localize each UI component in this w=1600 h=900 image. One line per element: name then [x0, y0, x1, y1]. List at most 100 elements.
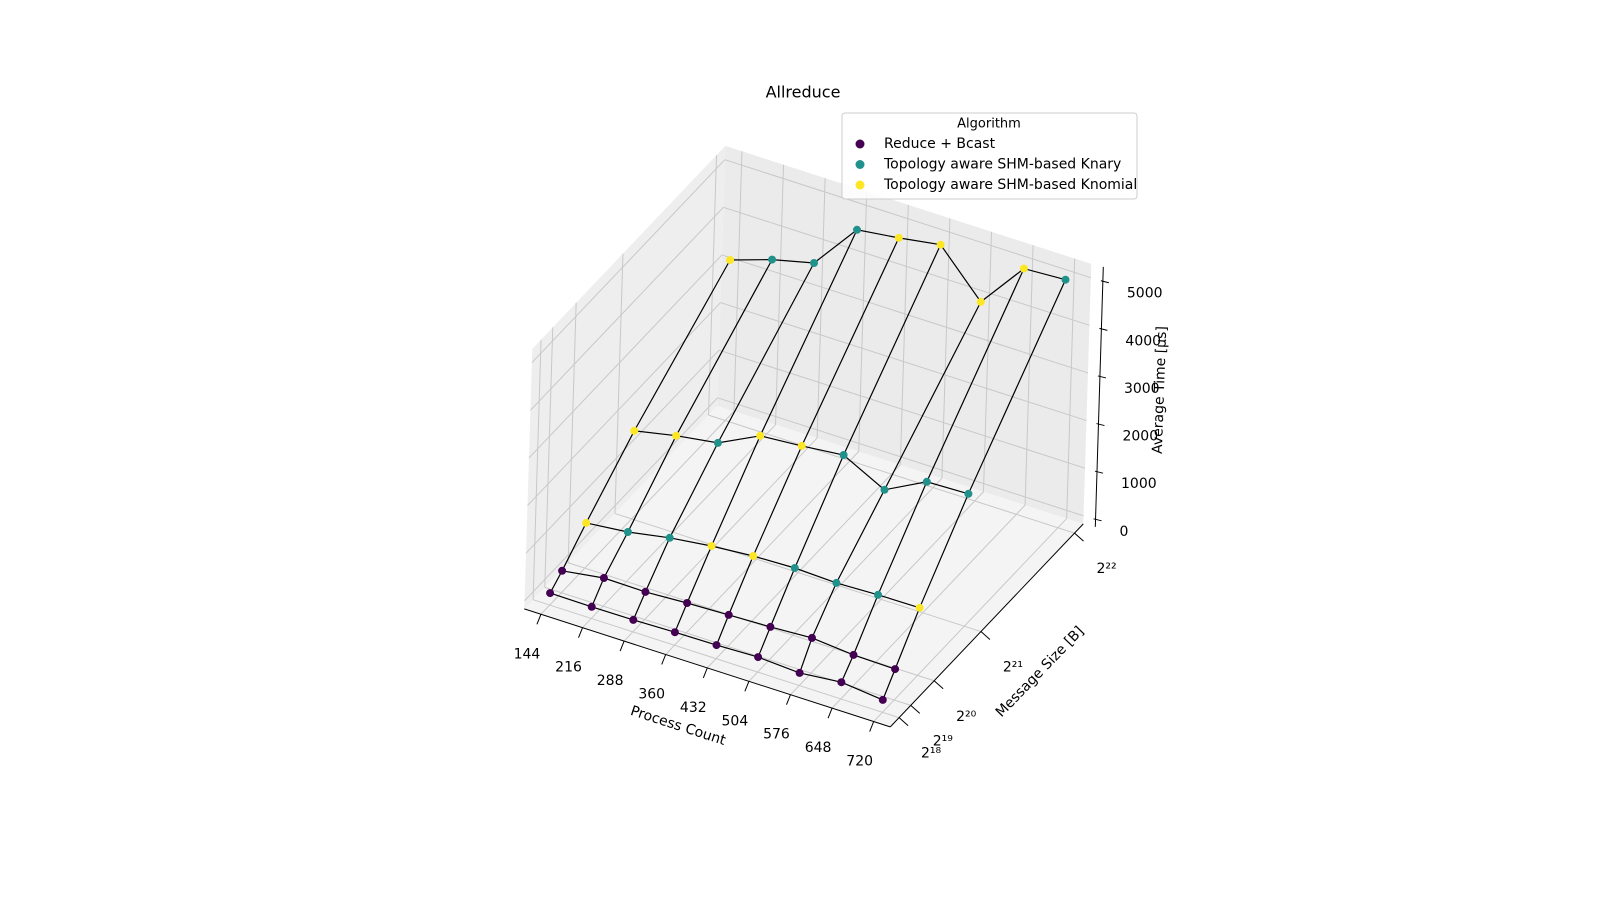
points: [546, 225, 1070, 704]
data-point: [726, 256, 735, 264]
data-point: [670, 628, 679, 637]
chart-title: Allreduce: [766, 83, 841, 102]
grid-line: [1024, 245, 1034, 506]
grid-line: [528, 254, 723, 459]
tick-mark: [661, 654, 667, 665]
data-point: [964, 489, 973, 498]
tick-mark: [744, 681, 750, 692]
grid-line: [623, 437, 818, 642]
x-tick-label: 216: [555, 660, 582, 676]
data-point: [797, 441, 806, 450]
data-point: [1019, 264, 1028, 273]
grid-line: [873, 518, 1068, 722]
data-point: [707, 542, 716, 550]
grid-line: [532, 599, 900, 719]
grid-line: [723, 206, 1090, 326]
data-point: [849, 650, 858, 659]
data-point: [756, 431, 765, 440]
tick-mark: [980, 631, 991, 640]
grid-line: [717, 397, 1084, 517]
data-point: [712, 641, 721, 650]
y-tick-label: 2²⁰: [956, 709, 977, 725]
z-tick-label: 0: [1120, 524, 1129, 540]
data-point: [837, 678, 846, 687]
tick-mark: [898, 717, 909, 727]
x-tick-label: 360: [638, 686, 665, 702]
z-tick-label: 3000: [1124, 381, 1160, 397]
x-axis-line: [524, 608, 891, 728]
data-point: [629, 615, 638, 624]
grid-line: [721, 254, 1089, 374]
grid-line: [724, 159, 1092, 279]
y-tick-label: 2²²: [1096, 561, 1116, 577]
data-point: [1061, 275, 1070, 284]
tick-mark: [869, 721, 875, 732]
tick-mark: [578, 627, 583, 638]
legend-marker: [855, 139, 865, 149]
data-point: [894, 233, 903, 242]
data-point: [976, 297, 985, 306]
tick-mark: [1097, 375, 1107, 379]
legend-label: Topology aware SHM-based Knary: [883, 157, 1121, 173]
y-axis-line: [889, 523, 1084, 728]
legend-title: Algorithm: [957, 117, 1021, 132]
x-tick-label: 576: [763, 727, 790, 743]
grid-line: [614, 253, 624, 514]
data-point: [853, 225, 861, 234]
grid-line: [941, 218, 951, 479]
data-point: [878, 695, 887, 704]
z-axis-line: [1094, 266, 1104, 527]
grid-line: [733, 151, 743, 412]
legend-label: Reduce + Bcast: [884, 136, 996, 152]
grid-line: [665, 451, 860, 655]
tick-mark: [1099, 327, 1108, 331]
data-point: [724, 610, 733, 619]
tick-mark: [827, 707, 833, 719]
data-point: [558, 566, 567, 575]
tick-mark: [1093, 518, 1102, 522]
y-tick-label: 2²¹: [1003, 660, 1023, 676]
tick-mark: [619, 640, 625, 652]
tick-mark: [933, 680, 944, 690]
legend-label: Topology aware SHM-based Knomial: [883, 177, 1137, 193]
data-point: [768, 255, 777, 264]
tick-mark: [1100, 280, 1109, 284]
tick-mark: [786, 694, 791, 705]
grid-line: [748, 477, 943, 682]
grid-line: [708, 155, 718, 416]
grid-line: [1066, 258, 1076, 519]
data-point: [582, 518, 591, 527]
data-point: [874, 590, 882, 599]
data-point: [599, 574, 608, 582]
grid-line: [531, 159, 726, 364]
grid-line: [831, 504, 1026, 709]
data-point: [808, 633, 816, 642]
x-tick-label: 720: [846, 754, 873, 770]
data-point: [810, 259, 818, 267]
data-point: [915, 603, 924, 612]
grid-line: [567, 302, 577, 563]
grid-line: [544, 327, 554, 588]
grid-line: [614, 513, 982, 633]
z-tick-label: 4000: [1125, 333, 1161, 349]
y-tick-label: 2¹⁸: [921, 746, 942, 762]
grid-line: [718, 349, 1086, 469]
left-pane: [524, 145, 726, 609]
data-point: [795, 668, 804, 677]
grid-line: [899, 204, 909, 465]
grid-line: [775, 164, 785, 425]
x-tick-label: 648: [805, 740, 832, 756]
grid: [524, 151, 1092, 722]
tick-mark: [910, 704, 921, 714]
data-point: [546, 589, 555, 598]
z-tick-label: 1000: [1121, 476, 1157, 492]
data-point: [683, 599, 692, 607]
grid-line: [706, 464, 901, 669]
grid-line: [527, 302, 721, 506]
x-tick-label: 288: [597, 673, 624, 689]
x-axis-label: Process Count: [628, 703, 728, 749]
grid-line: [525, 349, 720, 554]
data-point: [587, 602, 596, 611]
